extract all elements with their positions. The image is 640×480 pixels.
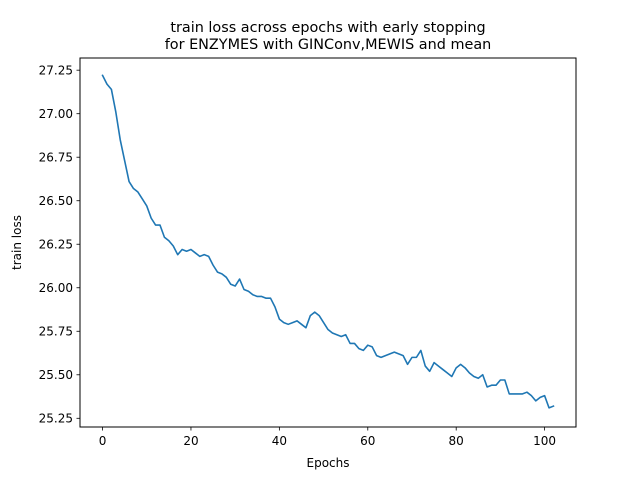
- x-tick-label: 80: [449, 434, 464, 448]
- chart-subtitle: for ENZYMES with GINConv,MEWIS and mean: [165, 37, 492, 53]
- y-tick-label: 26.00: [39, 281, 73, 295]
- plot-frame: [79, 57, 577, 428]
- x-tick-label: 60: [360, 434, 375, 448]
- x-tick-label: 20: [183, 434, 198, 448]
- y-axis-ticks: 25.25 25.50 25.75 26.00 26.25 26.50 26.75 27.00…: [39, 63, 80, 426]
- y-tick-label: 27.00: [39, 107, 73, 121]
- series-line-0: [101, 74, 555, 409]
- series-layer: [101, 74, 555, 409]
- y-tick-label: 25.75: [39, 325, 73, 339]
- y-tick-label: 25.50: [39, 368, 73, 382]
- y-tick-label: 26.50: [39, 194, 73, 208]
- y-tick-label: 26.75: [39, 151, 73, 165]
- y-tick-label: 26.25: [39, 238, 73, 252]
- x-tick-label: 100: [533, 434, 556, 448]
- x-tick-label: 0: [99, 434, 107, 448]
- chart-title: train loss across epochs with early stop…: [170, 20, 485, 36]
- y-tick-label: 27.25: [39, 63, 73, 77]
- x-axis-label: Epochs: [307, 456, 350, 470]
- y-tick-label: 25.25: [39, 412, 73, 426]
- x-axis-ticks: 0 20 40 60 80 100: [99, 427, 556, 448]
- x-tick-label: 40: [272, 434, 287, 448]
- y-axis-label: train loss: [10, 215, 24, 270]
